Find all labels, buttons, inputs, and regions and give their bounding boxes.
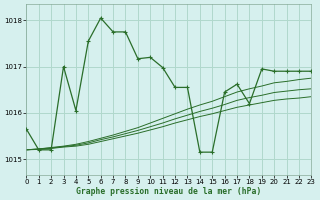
X-axis label: Graphe pression niveau de la mer (hPa): Graphe pression niveau de la mer (hPa) xyxy=(76,187,261,196)
